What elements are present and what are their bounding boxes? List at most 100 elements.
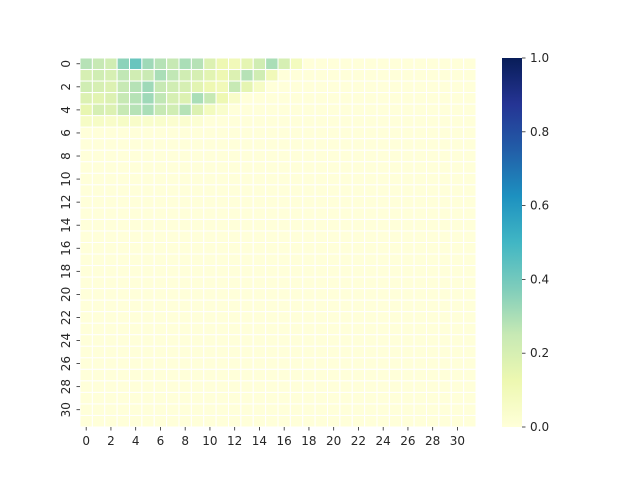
heatmap-cell	[240, 149, 254, 163]
heatmap-cell	[116, 138, 130, 151]
heatmap-cell	[314, 80, 328, 94]
heatmap-cell	[203, 184, 217, 197]
heatmap-cell	[327, 414, 341, 428]
heatmap-cell	[351, 253, 366, 267]
heatmap-cell	[450, 195, 465, 209]
heatmap-cell	[215, 322, 229, 336]
heatmap-cell	[277, 195, 291, 209]
heatmap-cell	[302, 172, 316, 186]
heatmap-cell	[228, 322, 242, 336]
heatmap-cell	[277, 207, 291, 220]
heatmap-cell	[438, 265, 452, 278]
heatmap-cell	[327, 403, 341, 416]
heatmap-cell	[302, 265, 316, 278]
heatmap-cell	[302, 334, 316, 347]
heatmap-cell	[166, 138, 180, 151]
heatmap-cell	[79, 161, 93, 174]
heatmap-cell	[79, 207, 93, 220]
heatmap-cell	[351, 265, 366, 278]
heatmap-cell	[116, 80, 130, 94]
heatmap-cell	[277, 357, 291, 370]
heatmap-cell	[450, 368, 465, 382]
heatmap-cell	[265, 265, 279, 278]
heatmap-cell	[265, 80, 279, 94]
heatmap-cell	[104, 218, 118, 232]
heatmap-cell	[104, 69, 118, 82]
heatmap-cell	[314, 345, 328, 359]
heatmap-cell	[413, 115, 427, 128]
heatmap-cell	[104, 322, 118, 336]
heatmap-cell	[153, 311, 168, 324]
heatmap-cell	[153, 253, 168, 267]
heatmap-cell	[302, 80, 316, 94]
heatmap-cell	[376, 126, 390, 140]
heatmap-cell	[228, 230, 242, 243]
heatmap-cell	[166, 322, 180, 336]
heatmap-cell	[413, 311, 427, 324]
heatmap-cell	[314, 92, 328, 105]
heatmap-cell	[215, 311, 229, 324]
colorbar-tick-label: 1.0	[530, 51, 549, 65]
heatmap-cell	[178, 299, 192, 313]
heatmap-cell	[401, 276, 415, 290]
heatmap-cell	[364, 403, 378, 416]
heatmap-cell	[302, 380, 316, 393]
heatmap-cell	[438, 357, 452, 370]
heatmap-cell	[178, 184, 192, 197]
heatmap-cell	[240, 334, 254, 347]
heatmap-cell	[228, 299, 242, 313]
heatmap-cell	[351, 288, 366, 301]
heatmap-cell	[166, 299, 180, 313]
heatmap-cell	[240, 126, 254, 140]
heatmap-cell	[364, 288, 378, 301]
heatmap-cell	[104, 92, 118, 105]
heatmap-cell	[438, 414, 452, 428]
heatmap-cell	[376, 299, 390, 313]
heatmap-cell	[215, 345, 229, 359]
colorbar-gradient	[502, 58, 522, 427]
heatmap-cell	[141, 322, 155, 336]
heatmap-cell	[178, 161, 192, 174]
heatmap-cell	[215, 149, 229, 163]
heatmap-cell	[339, 149, 353, 163]
heatmap-cell	[79, 380, 93, 393]
heatmap-cell	[166, 403, 180, 416]
heatmap-cell	[190, 126, 205, 140]
heatmap-cell	[339, 80, 353, 94]
heatmap-cell	[178, 149, 192, 163]
heatmap-cell	[129, 172, 143, 186]
heatmap-cell	[252, 380, 267, 393]
x-tick-label: 4	[132, 434, 140, 448]
heatmap-cell	[339, 195, 353, 209]
heatmap-cell	[215, 115, 229, 128]
heatmap-cell	[289, 299, 304, 313]
heatmap-cell	[116, 57, 130, 71]
heatmap-cell	[228, 195, 242, 209]
heatmap-cell	[190, 218, 205, 232]
heatmap-cell	[314, 288, 328, 301]
heatmap-cell	[351, 230, 366, 243]
heatmap-cell	[166, 276, 180, 290]
heatmap-cell	[79, 69, 93, 82]
heatmap-cell	[141, 276, 155, 290]
heatmap-cell	[141, 92, 155, 105]
heatmap-cell	[351, 149, 366, 163]
heatmap-cell	[388, 311, 403, 324]
heatmap-cell	[401, 357, 415, 370]
heatmap-cell	[339, 115, 353, 128]
heatmap-cell	[438, 161, 452, 174]
heatmap-cell	[252, 230, 267, 243]
heatmap-cell	[413, 195, 427, 209]
heatmap-cell	[116, 195, 130, 209]
heatmap-cell	[240, 391, 254, 405]
heatmap-cell	[376, 69, 390, 82]
heatmap-cell	[91, 195, 106, 209]
heatmap-cell	[166, 218, 180, 232]
heatmap-cell	[426, 403, 440, 416]
heatmap-cell	[413, 334, 427, 347]
heatmap-cell	[265, 126, 279, 140]
heatmap-cell	[463, 184, 477, 197]
heatmap-cell	[314, 218, 328, 232]
heatmap-cell	[289, 368, 304, 382]
heatmap-cell	[265, 230, 279, 243]
